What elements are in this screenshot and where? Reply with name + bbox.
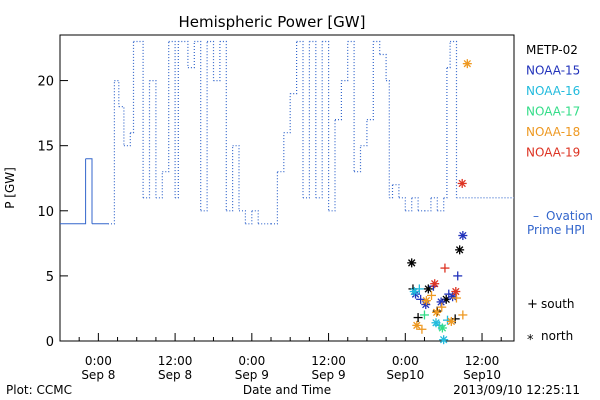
legend: METP-02 NOAA-15 NOAA-16 NOAA-17 NOAA-18 NOAA-… (526, 43, 580, 160)
y-axis-ticks: 0 5 10 15 20 (37, 75, 68, 350)
ovation-label: – Ovation Prime HPI (527, 209, 593, 237)
y-tick-label: 20 (37, 75, 54, 90)
north-point-marker (446, 316, 456, 326)
legend-item-noaa-19: NOAA-19 (526, 146, 580, 160)
y-axis-label: P [GW] (3, 167, 17, 209)
marker-label-north: north (541, 329, 573, 343)
ovation-label-line2: Prime HPI (527, 223, 585, 237)
north-point-marker (455, 245, 465, 255)
south-point-marker (427, 290, 437, 300)
footer-timestamp: 2013/09/10 12:25:11 (453, 383, 580, 397)
marker-label-south: south (541, 297, 575, 311)
south-point-marker (416, 294, 426, 304)
legend-item-noaa-15: NOAA-15 (526, 64, 580, 78)
x-tick-label-time: 12:00 (311, 354, 346, 368)
x-tick-label-time: 12:00 (158, 354, 193, 368)
north-point-marker (458, 231, 468, 241)
chart-title: Hemispheric Power [GW] (179, 13, 366, 31)
x-tick-label-time: 0:00 (238, 354, 265, 368)
south-point-marker (413, 313, 423, 323)
ovation-label-line1: Ovation (546, 209, 593, 223)
north-point-marker (437, 323, 447, 333)
marker-symbol-south: + (527, 297, 538, 312)
x-tick-label-date: Sep 8 (158, 368, 192, 382)
north-point-marker (451, 287, 461, 297)
marker-symbol-north: * (527, 333, 534, 348)
footer-plot-credit: Plot: CCMC (6, 383, 72, 397)
plot-frame (59, 34, 515, 342)
x-tick-label-time: 12:00 (465, 354, 500, 368)
y-tick-label: 5 (46, 270, 54, 285)
south-point-marker (417, 324, 427, 334)
south-point-marker (437, 302, 447, 312)
ovation-series (60, 40, 514, 225)
south-point-marker (453, 271, 463, 281)
north-point-marker (439, 335, 449, 345)
legend-item-noaa-16: NOAA-16 (526, 84, 580, 98)
north-point-marker (412, 320, 422, 330)
north-point-marker (421, 296, 431, 306)
y-tick-label: 15 (37, 140, 54, 155)
north-point-marker (407, 258, 417, 268)
south-point-marker (458, 310, 468, 320)
north-point-marker (457, 178, 467, 188)
x-tick-label-date: Sep10 (463, 368, 501, 382)
marker-legend: + south * north (527, 297, 575, 348)
x-tick-label-time: 0:00 (85, 354, 112, 368)
x-tick-label-date: Sep 9 (235, 368, 269, 382)
x-tick-label-date: Sep 9 (312, 368, 346, 382)
north-point-marker (432, 307, 442, 317)
ovation-legend-dash: – (533, 209, 539, 223)
x-tick-label-time: 0:00 (392, 354, 419, 368)
north-point-marker (462, 59, 472, 69)
north-point-marker (448, 292, 458, 302)
south-point-marker (419, 310, 429, 320)
north-point-marker (409, 287, 419, 297)
legend-item-noaa-17: NOAA-17 (526, 105, 580, 119)
y-tick-label: 10 (37, 205, 54, 220)
legend-item-metp-02: METP-02 (526, 43, 578, 57)
y-tick-label: 0 (46, 335, 54, 350)
x-tick-label-date: Sep 8 (81, 368, 115, 382)
x-tick-label-date: Sep10 (386, 368, 424, 382)
satellite-points (407, 59, 472, 345)
ovation-line-dotted (108, 40, 514, 225)
x-axis-label: Date and Time (243, 383, 331, 397)
north-point-marker (430, 279, 440, 289)
legend-item-noaa-18: NOAA-18 (526, 125, 580, 139)
north-point-marker (436, 297, 446, 307)
ovation-line-solid (60, 158, 108, 225)
south-point-marker (414, 284, 424, 294)
south-point-marker (440, 263, 450, 273)
